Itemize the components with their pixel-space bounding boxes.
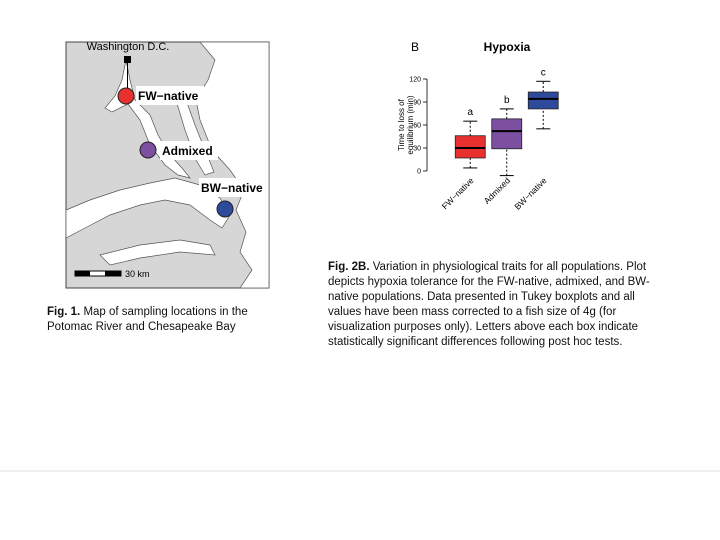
site-dot xyxy=(139,141,157,159)
x-tick-label: BW−native xyxy=(512,175,548,211)
caption-text: Map of sampling locations in the Potomac… xyxy=(47,306,248,333)
significance-letter: b xyxy=(504,95,510,106)
box xyxy=(527,91,559,110)
significance-letter: a xyxy=(467,107,473,118)
y-tick-label: 60 xyxy=(413,123,421,130)
label-box xyxy=(136,86,204,105)
label-box xyxy=(160,141,218,160)
site-label: BW−native xyxy=(201,181,263,195)
caption-label: Fig. 2B. xyxy=(328,261,370,273)
y-axis-label: equilibrium (min) xyxy=(406,95,415,154)
y-tick-label: 120 xyxy=(409,77,421,84)
site-label: Admixed xyxy=(162,144,213,158)
figure-caption: Fig. 2B. Variation in physiological trai… xyxy=(328,260,670,350)
rappahannock xyxy=(99,239,216,266)
y-tick-label: 90 xyxy=(413,100,421,107)
y-tick-label: 30 xyxy=(413,146,421,153)
panel-label: B xyxy=(411,40,419,54)
figure-caption: Fig. 1. Map of sampling locations in the… xyxy=(47,305,287,335)
map: Washington D.C. FW−native Admixed BW−nat… xyxy=(65,41,270,289)
scale-label: 30 km xyxy=(125,269,150,279)
site-dot xyxy=(216,200,234,218)
potomac-lower xyxy=(65,177,231,239)
x-tick-label: FW−native xyxy=(440,175,476,211)
city-marker xyxy=(124,56,131,63)
y-tick-label: 0 xyxy=(417,169,421,176)
y-axis-label: Time to loss of xyxy=(397,98,406,150)
scale-bar xyxy=(105,271,121,276)
label-box xyxy=(199,178,268,197)
box xyxy=(491,118,523,150)
caption-label: Fig. 1. xyxy=(47,306,81,318)
caption-text: Variation in physiological traits for al… xyxy=(328,261,650,348)
boxplot: B Hypoxia Time to loss of equilibrium (m… xyxy=(397,40,559,212)
significance-letter: c xyxy=(541,67,546,78)
site-dot xyxy=(117,87,135,105)
box xyxy=(454,135,486,159)
chart-title: Hypoxia xyxy=(484,40,531,54)
site-label: FW−native xyxy=(138,89,199,103)
city-label: Washington D.C. xyxy=(87,41,170,53)
x-tick-label: Admixed xyxy=(482,175,513,206)
scale-bar xyxy=(75,271,90,276)
